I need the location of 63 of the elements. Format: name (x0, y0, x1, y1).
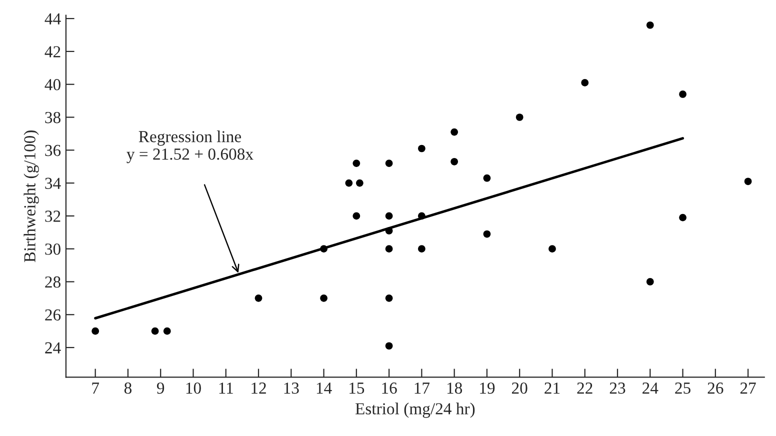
x-tick-label: 21 (544, 382, 560, 394)
point (418, 245, 426, 253)
point (646, 21, 654, 29)
y-tick-label: 44 (44, 13, 61, 24)
point (385, 342, 393, 350)
x-tick-label: 13 (284, 382, 299, 394)
x-tick-label: 12 (252, 382, 266, 394)
point (151, 327, 159, 335)
y-axis-title: Birthweight (g/100) (24, 130, 39, 262)
point (418, 144, 426, 152)
x-tick-label: 27 (740, 382, 756, 394)
y-tick-label: 32 (45, 210, 60, 222)
point (516, 114, 524, 121)
x-tick-label: 14 (316, 382, 332, 394)
x-tick-label: 8 (124, 382, 132, 394)
point (345, 179, 353, 187)
point (450, 128, 458, 136)
x-tick-label: 24 (642, 382, 658, 394)
point (679, 90, 686, 98)
x-tick-label: 20 (512, 382, 528, 394)
x-tick-label: 10 (186, 382, 201, 394)
y-tick-label: 24 (45, 342, 61, 354)
x-tick-label: 16 (382, 382, 397, 394)
point (483, 230, 491, 238)
y-tick-label: 38 (45, 112, 60, 124)
point (254, 294, 262, 302)
x-tick-label: 25 (675, 382, 690, 394)
x-tick-label: 26 (708, 382, 724, 394)
x-tick-label: 17 (414, 382, 430, 394)
point (483, 174, 491, 182)
point (548, 245, 556, 253)
y-tick-label: 36 (45, 144, 61, 156)
x-tick-label: 15 (350, 382, 364, 394)
y-tick-label: 42 (44, 46, 60, 58)
x-tick-label: 7 (92, 382, 100, 394)
point (679, 214, 686, 222)
y-tick-label: 30 (45, 244, 60, 255)
point (450, 158, 458, 166)
x-tick-label: 9 (156, 382, 164, 394)
x-tick-label: 23 (610, 382, 626, 394)
x-tick-label: 11 (219, 382, 233, 394)
point (385, 294, 393, 302)
y-tick-label: 26 (45, 309, 61, 321)
point (744, 178, 752, 186)
annotation: Regression line y = 21.52 + 0.608x (126, 130, 254, 164)
x-tick-label: 22 (577, 382, 592, 394)
point (385, 212, 393, 220)
point (646, 278, 654, 286)
point (352, 160, 360, 167)
point (581, 79, 589, 86)
point (356, 179, 364, 187)
point (163, 327, 171, 335)
y-tick-label: 34 (45, 178, 61, 189)
x-tick-label: 18 (447, 382, 462, 394)
point (320, 294, 328, 302)
point (385, 245, 393, 253)
x-tick-label: 19 (480, 382, 495, 394)
y-tick-label: 40 (44, 79, 60, 90)
point (385, 160, 393, 167)
point (92, 327, 100, 335)
y-tick-label: 28 (45, 276, 60, 288)
x-axis-title: Estriol (mg/24 hr) (355, 402, 475, 418)
point (352, 212, 360, 220)
